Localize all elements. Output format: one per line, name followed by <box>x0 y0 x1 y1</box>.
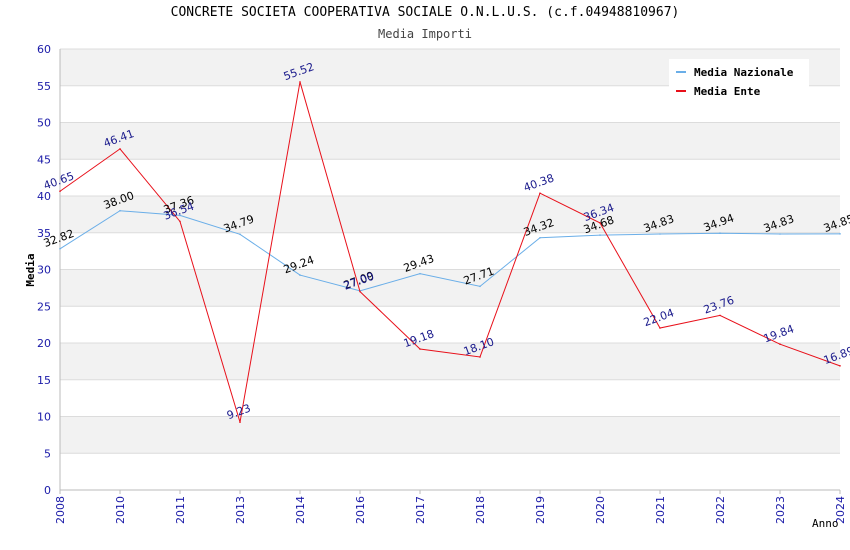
data-point <box>779 343 781 345</box>
y-axis-label: Media <box>24 253 37 286</box>
data-point <box>479 356 481 358</box>
x-tick-label: 2021 <box>654 496 667 524</box>
series-lines <box>59 81 841 423</box>
y-tick-label: 45 <box>37 153 51 166</box>
data-point <box>779 233 781 235</box>
x-tick-label: 2010 <box>114 496 127 524</box>
data-label: 40.65 <box>42 169 76 192</box>
x-tick-label: 2019 <box>534 496 547 524</box>
x-tick-label: 2020 <box>594 496 607 524</box>
y-tick-label: 25 <box>37 300 51 313</box>
x-tick-label: 2018 <box>474 496 487 524</box>
data-point <box>239 233 241 236</box>
data-point <box>59 190 61 193</box>
x-tick-label: 2013 <box>234 496 247 524</box>
y-tick-label: 0 <box>44 484 51 497</box>
data-point <box>179 214 181 217</box>
data-point <box>479 285 481 288</box>
y-tick-label: 5 <box>44 447 51 460</box>
x-tick-label: 2011 <box>174 496 187 524</box>
x-tick-label: 2023 <box>774 496 787 524</box>
legend: Media Nazionale Media Ente <box>669 59 809 100</box>
x-tick-labels: 2008 2010 2011 2013 2014 2016 2017 2018 2019 2020… <box>54 490 847 524</box>
series-line-media-ente <box>59 81 841 423</box>
data-point <box>839 233 841 235</box>
data-point <box>599 222 601 224</box>
data-point <box>59 247 61 250</box>
data-point <box>299 81 301 83</box>
data-point <box>359 290 361 293</box>
legend-label: Media Nazionale <box>694 66 794 79</box>
data-point <box>539 236 541 239</box>
x-tick-label: 2014 <box>294 496 307 524</box>
y-tick-label: 15 <box>37 374 51 387</box>
y-tick-label: 20 <box>37 337 51 350</box>
x-tick-label: 2008 <box>54 496 67 524</box>
data-point <box>419 272 421 275</box>
legend-box <box>669 59 809 100</box>
series-line-media-nazionale <box>59 210 841 292</box>
y-tick-label: 55 <box>37 80 51 93</box>
y-tick-label: 50 <box>37 117 51 130</box>
x-tick-label: 2016 <box>354 496 367 524</box>
y-tick-label: 30 <box>37 264 51 277</box>
data-label: 40.38 <box>522 171 556 194</box>
data-point <box>839 365 841 367</box>
chart-title: CONCRETE SOCIETA COOPERATIVA SOCIALE O.N… <box>170 5 680 20</box>
data-label: 19.84 <box>762 322 796 345</box>
grid-band <box>60 343 840 380</box>
grid-bands <box>60 48 840 491</box>
data-point <box>419 348 421 350</box>
y-tick-label: 35 <box>37 227 51 240</box>
x-tick-label: 2017 <box>414 496 427 524</box>
legend-label: Media Ente <box>694 85 761 98</box>
axes <box>59 49 840 491</box>
y-tick-label: 10 <box>37 411 51 424</box>
y-tick-label: 60 <box>37 43 51 56</box>
data-point <box>659 233 661 235</box>
data-point <box>179 220 181 223</box>
data-point <box>119 209 121 212</box>
data-point <box>599 234 601 236</box>
x-tick-label: 2024 <box>834 496 847 524</box>
y-tick-labels: 0 5 10 15 20 25 30 35 40 45 50 55 60 <box>37 43 51 497</box>
grid-band <box>60 416 840 454</box>
data-point <box>119 148 121 150</box>
data-point <box>299 274 301 276</box>
data-point <box>719 232 721 234</box>
data-point <box>239 421 241 423</box>
data-point <box>659 327 661 329</box>
grid-band <box>60 122 840 160</box>
chart-subtitle: Media Importi <box>378 27 472 41</box>
grid-band <box>60 196 840 233</box>
data-point <box>539 192 541 195</box>
y-tick-label: 40 <box>37 190 51 203</box>
grid-band <box>60 269 840 307</box>
data-point <box>719 314 721 317</box>
x-tick-label: 2022 <box>714 496 727 524</box>
x-axis-label: Anno <box>812 517 839 530</box>
